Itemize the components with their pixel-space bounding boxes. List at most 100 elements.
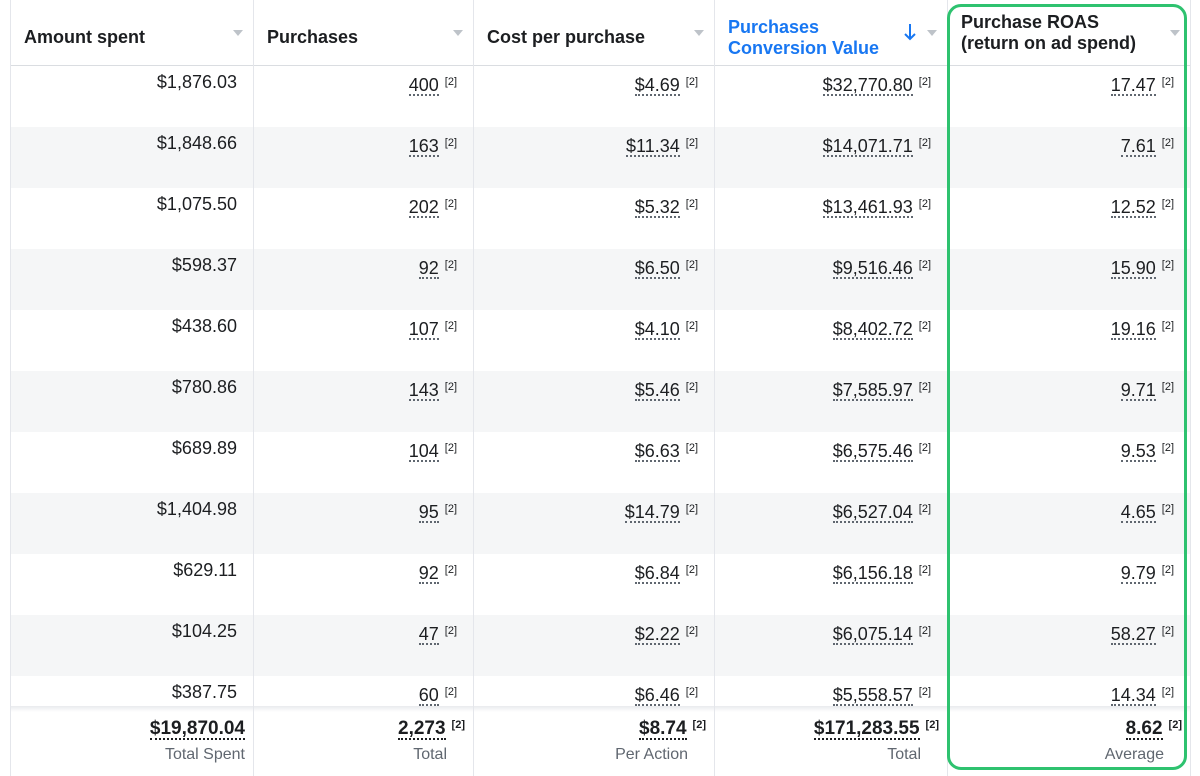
chevron-down-icon[interactable] <box>1170 30 1180 36</box>
table-cell-purchases[interactable]: 60 [2] <box>254 676 473 737</box>
table-cell-amount-spent: $1,075.50 <box>11 188 253 249</box>
column-header-label: Purchases <box>267 27 359 47</box>
table-cell-cost-per-purchase[interactable]: $11.34 [2] <box>474 127 714 188</box>
table-cell-cost-per-purchase[interactable]: $6.63 [2] <box>474 432 714 493</box>
cell-value: 9.53 <box>1120 441 1156 462</box>
table-cell-purchases[interactable]: 107 [2] <box>254 310 473 371</box>
column-header-cost-per-purchase[interactable]: Cost per purchase <box>474 0 714 66</box>
cell-value: 92 <box>418 258 439 279</box>
cell-value: $387.75 <box>171 682 237 702</box>
table-cell-purchases[interactable]: 163 [2] <box>254 127 473 188</box>
table-cell-cost-per-purchase[interactable]: $6.46 [2] <box>474 676 714 737</box>
table-cell-roas[interactable]: 9.53 [2] <box>948 432 1190 493</box>
attribution-footnote: [2] <box>685 503 698 515</box>
table-cell-cost-per-purchase[interactable]: $5.32 [2] <box>474 188 714 249</box>
table-cell-conversion-value[interactable]: $9,516.46 [2] <box>715 249 947 310</box>
table-cell-conversion-value[interactable]: $6,527.04 [2] <box>715 493 947 554</box>
attribution-footnote: [2] <box>918 503 931 515</box>
table-cell-roas[interactable]: 9.79 [2] <box>948 554 1190 615</box>
attribution-footnote: [2] <box>1161 625 1174 637</box>
column-header-amount-spent[interactable]: Amount spent <box>11 0 253 66</box>
cell-value: 9.71 <box>1120 380 1156 401</box>
column-header-conversion-value[interactable]: Purchases Conversion Value <box>715 0 947 66</box>
chevron-down-icon[interactable] <box>694 30 704 36</box>
table-cell-roas[interactable]: 17.47 [2] <box>948 66 1190 127</box>
table-cell-purchases[interactable]: 104 [2] <box>254 432 473 493</box>
table-row <box>10 371 1190 432</box>
table-cell-cost-per-purchase[interactable]: $4.10 [2] <box>474 310 714 371</box>
table-cell-conversion-value[interactable]: $6,156.18 [2] <box>715 554 947 615</box>
total-value[interactable]: 8.62 <box>1125 718 1163 740</box>
cell-value: 47 <box>418 624 439 645</box>
total-value[interactable]: 2,273 <box>398 718 446 740</box>
attribution-footnote: [2] <box>925 719 939 731</box>
table-cell-conversion-value[interactable]: $6,575.46 [2] <box>715 432 947 493</box>
attribution-footnote: [2] <box>685 137 698 149</box>
cell-value: $6.50 <box>634 258 680 279</box>
column-conversion-value: Purchases Conversion Value $32,770.80 [2] $… <box>715 0 948 776</box>
table-cell-conversion-value[interactable]: $6,075.14 [2] <box>715 615 947 676</box>
table-cell-purchases[interactable]: 92 [2] <box>254 554 473 615</box>
cell-value: 12.52 <box>1110 197 1156 218</box>
table-cell-roas[interactable]: 4.65 [2] <box>948 493 1190 554</box>
table-cell-purchases[interactable]: 202 [2] <box>254 188 473 249</box>
table-cell-cost-per-purchase[interactable]: $6.84 [2] <box>474 554 714 615</box>
table-cell-cost-per-purchase[interactable]: $4.69 [2] <box>474 66 714 127</box>
table-cell-conversion-value[interactable]: $7,585.97 [2] <box>715 371 947 432</box>
attribution-footnote: [2] <box>444 625 457 637</box>
table-cell-roas[interactable]: 7.61 [2] <box>948 127 1190 188</box>
chevron-down-icon[interactable] <box>453 30 463 36</box>
chevron-down-icon[interactable] <box>233 30 243 36</box>
table-cell-roas[interactable]: 15.90 [2] <box>948 249 1190 310</box>
attribution-footnote: [2] <box>1168 719 1182 731</box>
cell-value: 14.34 <box>1110 685 1156 706</box>
table-cell-amount-spent: $1,848.66 <box>11 127 253 188</box>
attribution-footnote: [2] <box>1161 503 1174 515</box>
table-cell-roas[interactable]: 9.71 [2] <box>948 371 1190 432</box>
table-cell-cost-per-purchase[interactable]: $5.46 [2] <box>474 371 714 432</box>
cell-value: $780.86 <box>171 377 237 397</box>
total-value-wrapper: $171,283.55 [2] <box>715 718 939 740</box>
table-cell-purchases[interactable]: 47 [2] <box>254 615 473 676</box>
attribution-footnote: [2] <box>451 719 465 731</box>
cell-value: 163 <box>408 136 439 157</box>
footer-total-conversion-value: $171,283.55 [2] Total <box>715 712 947 776</box>
total-value[interactable]: $8.74 <box>639 718 687 740</box>
table-cell-cost-per-purchase[interactable]: $2.22 [2] <box>474 615 714 676</box>
table-cell-conversion-value[interactable]: $5,558.57 [2] <box>715 676 947 737</box>
attribution-footnote: [2] <box>444 137 457 149</box>
table-cell-conversion-value[interactable]: $14,071.71 [2] <box>715 127 947 188</box>
table-cell-purchases[interactable]: 95 [2] <box>254 493 473 554</box>
table-cell-roas[interactable]: 58.27 [2] <box>948 615 1190 676</box>
column-header-roas[interactable]: Purchase ROAS (return on ad spend) <box>948 0 1190 66</box>
table-cell-conversion-value[interactable]: $13,461.93 [2] <box>715 188 947 249</box>
column-header-purchases[interactable]: Purchases <box>254 0 473 66</box>
cell-value: $4.10 <box>634 319 680 340</box>
attribution-footnote: [2] <box>685 76 698 88</box>
sort-descending-icon[interactable] <box>903 22 917 42</box>
cell-value: 95 <box>418 502 439 523</box>
table-cell-roas[interactable]: 12.52 [2] <box>948 188 1190 249</box>
table-cell-cost-per-purchase[interactable]: $6.50 [2] <box>474 249 714 310</box>
table-cell-amount-spent: $1,876.03 <box>11 66 253 127</box>
attribution-footnote: [2] <box>444 76 457 88</box>
attribution-footnote: [2] <box>444 686 457 698</box>
table-cell-roas[interactable]: 14.34 [2] <box>948 676 1190 737</box>
footer-total-cost-per-purchase: $8.74 [2] Per Action <box>474 712 714 776</box>
total-value: $19,870.04 <box>149 718 245 740</box>
table-cell-conversion-value[interactable]: $32,770.80 [2] <box>715 66 947 127</box>
total-value[interactable]: $171,283.55 <box>813 718 920 740</box>
cell-value: $1,404.98 <box>156 499 237 519</box>
table-cell-amount-spent: $598.37 <box>11 249 253 310</box>
table-cell-purchases[interactable]: 92 [2] <box>254 249 473 310</box>
table-cell-cost-per-purchase[interactable]: $14.79 [2] <box>474 493 714 554</box>
attribution-footnote: [2] <box>1161 259 1174 271</box>
total-value-wrapper: 8.62 [2] <box>948 718 1182 740</box>
cell-value: 7.61 <box>1120 136 1156 157</box>
table-cell-conversion-value[interactable]: $8,402.72 [2] <box>715 310 947 371</box>
table-cell-purchases[interactable]: 143 [2] <box>254 371 473 432</box>
table-cell-roas[interactable]: 19.16 [2] <box>948 310 1190 371</box>
chevron-down-icon[interactable] <box>927 30 937 36</box>
table-cell-amount-spent: $104.25 <box>11 615 253 676</box>
table-cell-purchases[interactable]: 400 [2] <box>254 66 473 127</box>
